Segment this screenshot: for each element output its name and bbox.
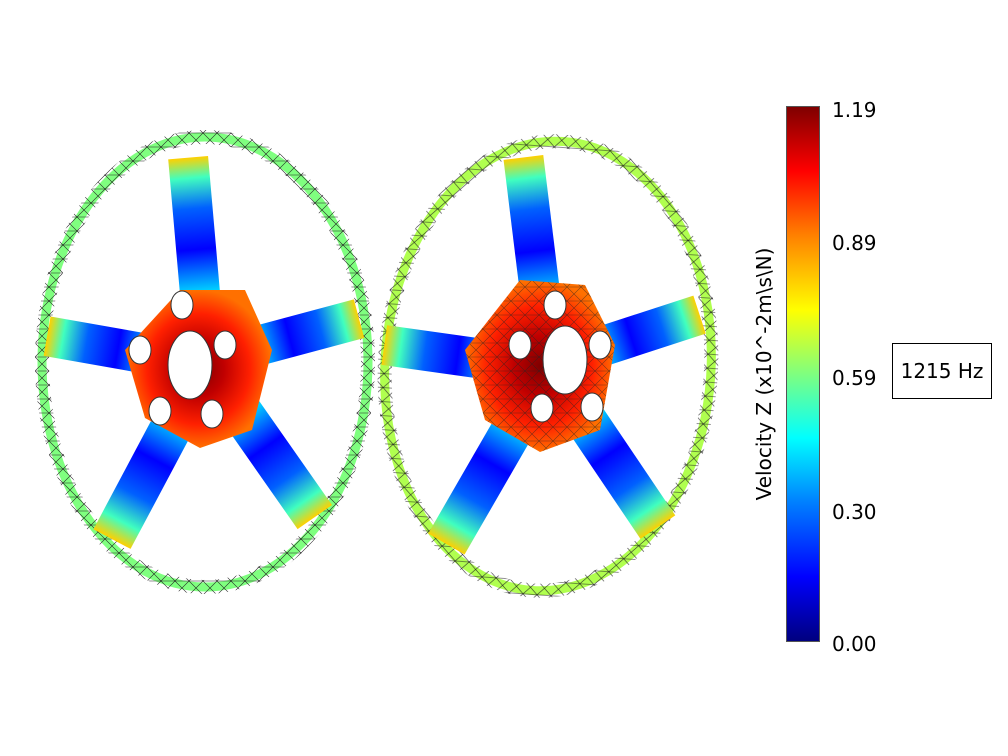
lug-hole-left-1	[170, 290, 194, 320]
colorbar-tick-max: 1.19	[832, 98, 877, 122]
lug-hole-left-4	[148, 396, 172, 426]
colorbar-title: Velocity Z (x10^-2m\s\N)	[752, 247, 776, 501]
lug-hole-right-5	[508, 330, 532, 360]
center-bore-left	[167, 330, 213, 400]
lug-hole-left-5	[128, 335, 152, 365]
colorbar	[786, 106, 820, 642]
lug-hole-right-3	[580, 392, 604, 422]
center-bore-right	[542, 325, 588, 395]
lug-hole-right-2	[588, 330, 612, 360]
wheel-right	[377, 134, 719, 598]
lug-hole-right-4	[530, 393, 554, 423]
colorbar-tick-089: 0.89	[832, 231, 877, 255]
lug-hole-left-2	[213, 330, 237, 360]
colorbar-tick-min: 0.00	[832, 632, 877, 656]
rim-mesh-left	[35, 130, 375, 594]
frequency-label: 1215 Hz	[892, 343, 992, 399]
frequency-text: 1215 Hz	[900, 359, 984, 383]
lug-hole-left-3	[200, 399, 224, 429]
colorbar-tick-030: 0.30	[832, 500, 877, 524]
colorbar-tick-059: 0.59	[832, 366, 877, 390]
wheel-left	[35, 130, 375, 594]
hub-mesh-right	[465, 280, 615, 452]
lug-hole-right-1	[543, 290, 567, 320]
